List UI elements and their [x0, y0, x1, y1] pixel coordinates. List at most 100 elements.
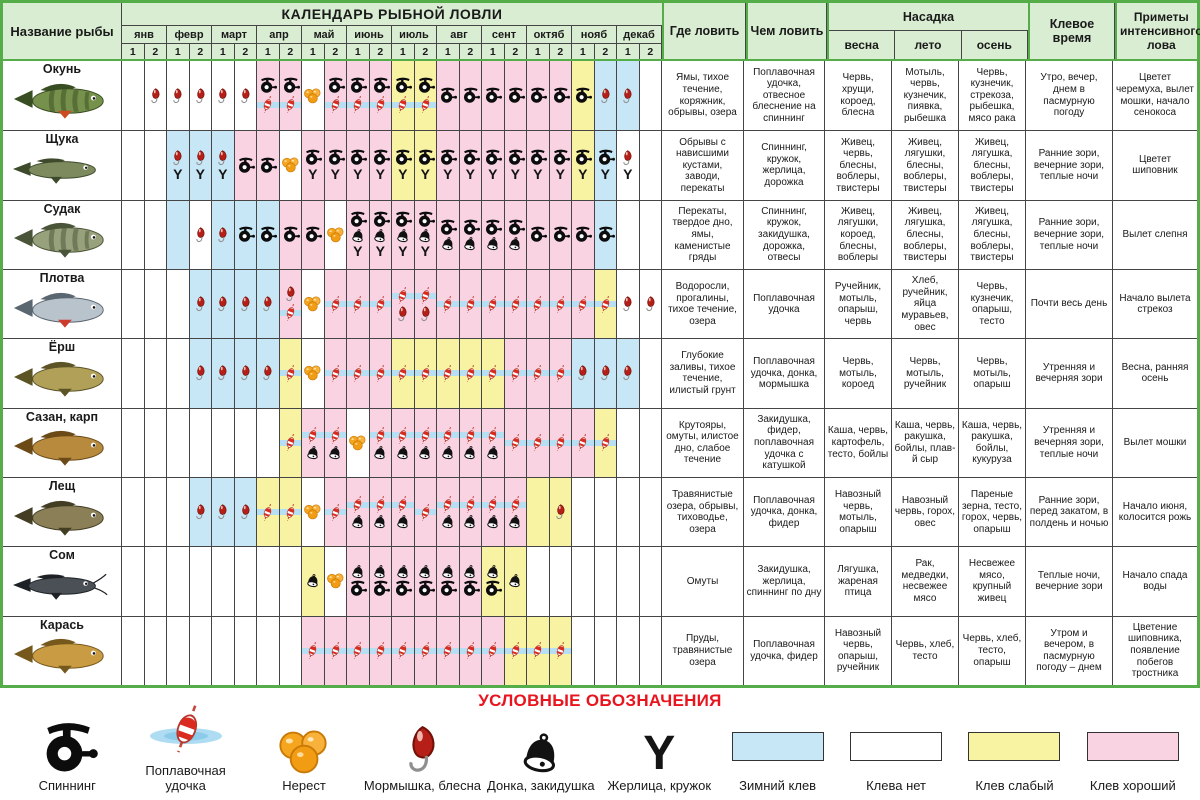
calendar-cell — [639, 61, 662, 131]
calendar-cell — [167, 615, 190, 685]
spinning-reel-icon — [261, 157, 278, 173]
calendar-cell — [189, 199, 212, 269]
calendar-cell — [437, 407, 460, 477]
calendar-cell — [189, 546, 212, 616]
calendar-cell — [167, 199, 190, 269]
float-icon — [556, 434, 564, 452]
jig-icon — [556, 504, 565, 520]
calendar-cell — [189, 476, 212, 547]
bell-icon — [396, 565, 408, 579]
bait-summer-cell: Червь, мотыль, ручейник — [892, 338, 959, 408]
calendar-cell — [279, 407, 302, 477]
time-cell: Утром и вечером, в пасмурную погоду – дн… — [1026, 615, 1113, 685]
signs-cell: Вылет мошки — [1113, 407, 1197, 477]
zherlitsa-icon: Y — [420, 243, 430, 260]
float-icon — [286, 364, 294, 383]
calendar-cell — [144, 61, 167, 131]
calendar-cell — [167, 476, 190, 547]
winter-swatch — [731, 732, 824, 762]
tackle-cell: Закидушка, жерлица, спиннинг по дну — [744, 546, 825, 616]
fish-cell: Лещ — [3, 476, 122, 547]
float-icon — [489, 364, 497, 383]
calendar-cell — [144, 546, 167, 616]
fish-row: Щука Y Y Y Y Y Y Y Y Y Y Y Y Y Y Y Y Y Y Обрывы с нависшими… — [3, 130, 1197, 200]
calendar-cell — [482, 615, 505, 685]
calendar-cell — [504, 546, 527, 616]
spinning-reel-icon — [306, 226, 323, 243]
calendar-cell — [369, 407, 392, 477]
float-icon — [399, 287, 407, 305]
legend-label: Клева нет — [866, 778, 926, 794]
tackle-cell: Поплавочная удочка, донка, фидер — [744, 476, 825, 547]
half-month-header: 2 — [190, 44, 212, 59]
calendar-cell — [212, 199, 235, 269]
fish-image — [13, 639, 104, 674]
time-cell: Ранние зори, вечерние зори, теплые ночи — [1026, 130, 1113, 200]
bait-spring-cell: Живец, червь, блесны, воблеры, твистеры — [825, 130, 892, 200]
bell-icon — [396, 229, 408, 243]
bell-icon — [441, 445, 453, 459]
float-icon — [534, 642, 542, 660]
calendar-cell — [392, 61, 415, 131]
fish-row: Сом Омуты Закидушка, жерлица, спиннинг по … — [3, 546, 1197, 616]
calendar-cell: Y — [324, 130, 347, 200]
zherlitsa-icon: Y — [353, 166, 363, 183]
jig-icon — [241, 296, 250, 312]
calendar-cell — [302, 199, 325, 269]
float-icon — [286, 503, 294, 521]
jig-icon — [196, 504, 205, 520]
half-month-header: 1 — [617, 44, 640, 59]
bait-spring-cell: Червь, мотыль, короед — [825, 338, 892, 408]
spinning-reel-icon — [486, 219, 503, 235]
legend-row: Спиннинг Поплавочная удочка Нерест Мормышка… — [8, 698, 1192, 798]
month-header-март: март — [212, 26, 257, 43]
calendar-cell — [369, 615, 392, 685]
half-month-header: 1 — [122, 44, 145, 59]
calendar-cell — [549, 615, 572, 685]
calendar-cell — [369, 61, 392, 131]
float-icon — [466, 364, 474, 383]
calendar-cell — [347, 268, 370, 339]
calendar-cell — [459, 546, 482, 616]
calendar-cell — [167, 268, 190, 339]
legend-item: Y Жерлица, кружок — [600, 698, 718, 798]
half-month-header: 2 — [370, 44, 392, 59]
half-month-header: 2 — [595, 44, 617, 59]
float-icon — [286, 434, 294, 452]
calendar-cell — [617, 338, 640, 408]
bait-header-block: Насадка весна лето осень — [827, 3, 1028, 59]
float-icon — [444, 642, 452, 660]
legend: УСЛОВНЫЕ ОБОЗНАЧЕНИЯ Спиннинг Поплавочная… — [0, 688, 1200, 800]
bell-icon — [486, 565, 498, 579]
calendar-cell — [302, 268, 325, 339]
jig-icon — [263, 365, 272, 381]
spinning-reel-icon — [598, 150, 615, 166]
calendar-cell — [549, 61, 572, 131]
jig-icon — [218, 504, 227, 520]
half-month-header: 1 — [167, 44, 190, 59]
calendar-cell — [639, 546, 662, 616]
calendar-cell — [302, 476, 325, 547]
bell-icon — [464, 515, 475, 529]
float-icon — [466, 496, 474, 514]
month-header-сент: сент — [482, 26, 527, 43]
zherlitsa-icon: Y — [353, 243, 363, 260]
calendar-cell — [392, 615, 415, 685]
where-cell: Перекаты, твердое дно, ямы, каменистые г… — [660, 199, 744, 269]
calendar-cell — [437, 61, 460, 131]
calendar-cell — [324, 476, 347, 547]
calendar-cell — [572, 476, 595, 547]
zherlitsa-icon: Y — [510, 166, 520, 183]
bell-icon — [351, 565, 363, 579]
legend-label: Клев слабый — [975, 778, 1054, 794]
calendar-cell: Y — [369, 199, 392, 269]
jig-icon — [218, 227, 227, 242]
float-icon — [601, 434, 609, 452]
calendar-cell: Y — [549, 130, 572, 200]
calendar-cell — [347, 476, 370, 547]
jig-icon — [623, 87, 632, 103]
tackle-cell: Поплавочная удочка — [744, 268, 825, 339]
float-icon — [534, 364, 542, 383]
float-icon — [376, 496, 384, 514]
half-month-header: 1 — [572, 44, 595, 59]
